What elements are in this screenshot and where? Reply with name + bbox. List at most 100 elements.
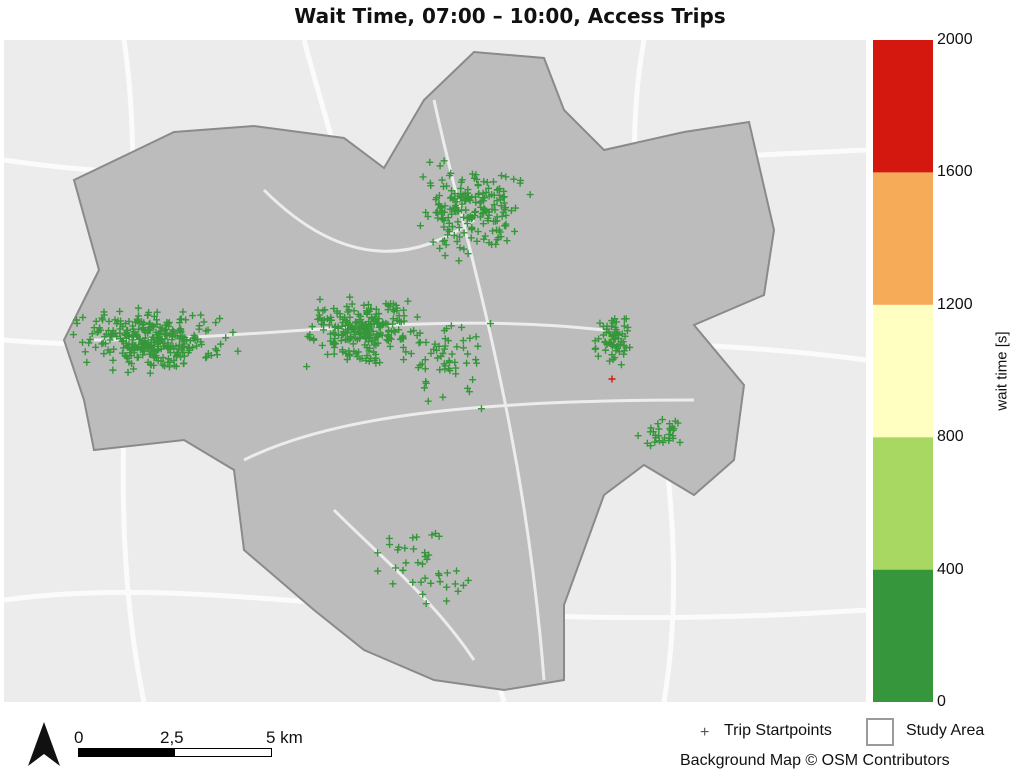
trip-startpoint [370, 320, 378, 328]
trip-startpoint [458, 323, 466, 331]
trip-startpoint [384, 337, 392, 345]
trip-startpoint [163, 330, 171, 338]
trip-startpoint [446, 194, 454, 202]
trip-startpoint [346, 293, 354, 301]
trip-startpoint [469, 376, 477, 384]
trip-startpoint [511, 227, 519, 235]
trip-startpoint [350, 307, 358, 315]
trip-startpoint [342, 329, 350, 337]
trip-startpoint [404, 297, 412, 305]
trip-startpoint [485, 211, 493, 219]
trip-startpoint [331, 335, 339, 343]
trip-startpoint [432, 196, 440, 204]
colorbar-bin-1 [873, 437, 933, 570]
trip-startpoint [416, 222, 424, 230]
trip-startpoint [324, 350, 332, 358]
trip-startpoint [413, 313, 421, 321]
trip-startpoint [428, 531, 436, 539]
trip-startpoint [150, 361, 158, 369]
trip-startpoint [658, 416, 666, 424]
trip-startpoint [676, 438, 684, 446]
trip-startpoint [507, 207, 515, 215]
trip-startpoint [107, 331, 115, 339]
trip-startpoint [468, 170, 476, 178]
trip-startpoint [308, 323, 316, 331]
trip-startpoint [150, 346, 158, 354]
trip-startpoint [435, 342, 443, 350]
trip-startpoint [400, 312, 408, 320]
trip-startpoint [452, 364, 460, 372]
trip-startpoint [444, 337, 452, 345]
trip-startpoint [410, 327, 418, 335]
trip-startpoint [431, 529, 439, 537]
trip-startpoint [659, 438, 667, 446]
trip-startpoint [171, 332, 179, 340]
trip-startpoint [222, 334, 230, 342]
trip-startpoint [183, 336, 191, 344]
trip-startpoint [153, 337, 161, 345]
trip-startpoint [145, 309, 153, 317]
trip-startpoint [409, 578, 417, 586]
trip-startpoint [336, 313, 344, 321]
trip-startpoint [464, 194, 472, 202]
map-view[interactable] [4, 40, 866, 702]
trip-startpoint [471, 208, 479, 216]
trip-startpoint [495, 191, 503, 199]
trip-startpoint [655, 432, 663, 440]
trip-startpoint [460, 245, 468, 253]
trip-startpoint [473, 237, 481, 245]
trip-startpoint [343, 303, 351, 311]
trip-startpoint [451, 358, 459, 366]
trip-startpoint [480, 235, 488, 243]
trip-startpoint [164, 320, 172, 328]
trip-startpoint [454, 587, 462, 595]
trip-startpoint [146, 326, 154, 334]
trip-startpoint [458, 200, 466, 208]
trip-startpoint [442, 241, 450, 249]
trip-startpoint [135, 319, 143, 327]
trip-startpoint [496, 185, 504, 193]
trip-startpoint [159, 361, 167, 369]
trip-startpoint [443, 597, 451, 605]
trip-startpoint [492, 240, 500, 248]
trip-startpoint [401, 544, 409, 552]
trip-startpoint [146, 350, 154, 358]
trip-startpoint [350, 347, 358, 355]
trip-startpoint [343, 335, 351, 343]
trip-startpoint [158, 325, 166, 333]
trip-startpoint [370, 356, 378, 364]
trip-startpoint [464, 576, 472, 584]
trip-startpoint [310, 336, 318, 344]
trip-startpoint [493, 197, 501, 205]
trip-startpoint [471, 193, 479, 201]
trip-startpoint [456, 244, 464, 252]
trip-startpoint-outlier [608, 375, 616, 383]
trip-startpoint [495, 226, 503, 234]
trip-startpoint [177, 325, 185, 333]
trip-startpoint [189, 312, 197, 320]
trip-startpoint [446, 205, 454, 213]
trip-startpoint [125, 317, 133, 325]
trip-startpoint [512, 204, 520, 212]
trip-startpoint [234, 347, 242, 355]
scale-bar-white [174, 748, 272, 757]
colorbar-bin-0 [873, 569, 933, 702]
trip-startpoint [460, 229, 468, 237]
trip-startpoint [438, 215, 446, 223]
trip-startpoint [493, 236, 501, 244]
trip-startpoint [502, 211, 510, 219]
trip-startpoint [463, 359, 471, 367]
trip-startpoint [150, 323, 158, 331]
trip-startpoint [617, 361, 625, 369]
trip-startpoint [485, 184, 493, 192]
colorbar-tick-1600: 1600 [937, 163, 973, 181]
trip-startpoint [440, 157, 448, 165]
trip-startpoint [153, 316, 161, 324]
trip-startpoint [399, 343, 407, 351]
trip-startpoint [423, 555, 431, 563]
trip-startpoint [458, 176, 466, 184]
legend-trip-startpoints: Trip Startpoints [724, 722, 832, 739]
trip-startpoint [474, 228, 482, 236]
trip-startpoint [413, 331, 421, 339]
trip-startpoint [409, 534, 417, 542]
